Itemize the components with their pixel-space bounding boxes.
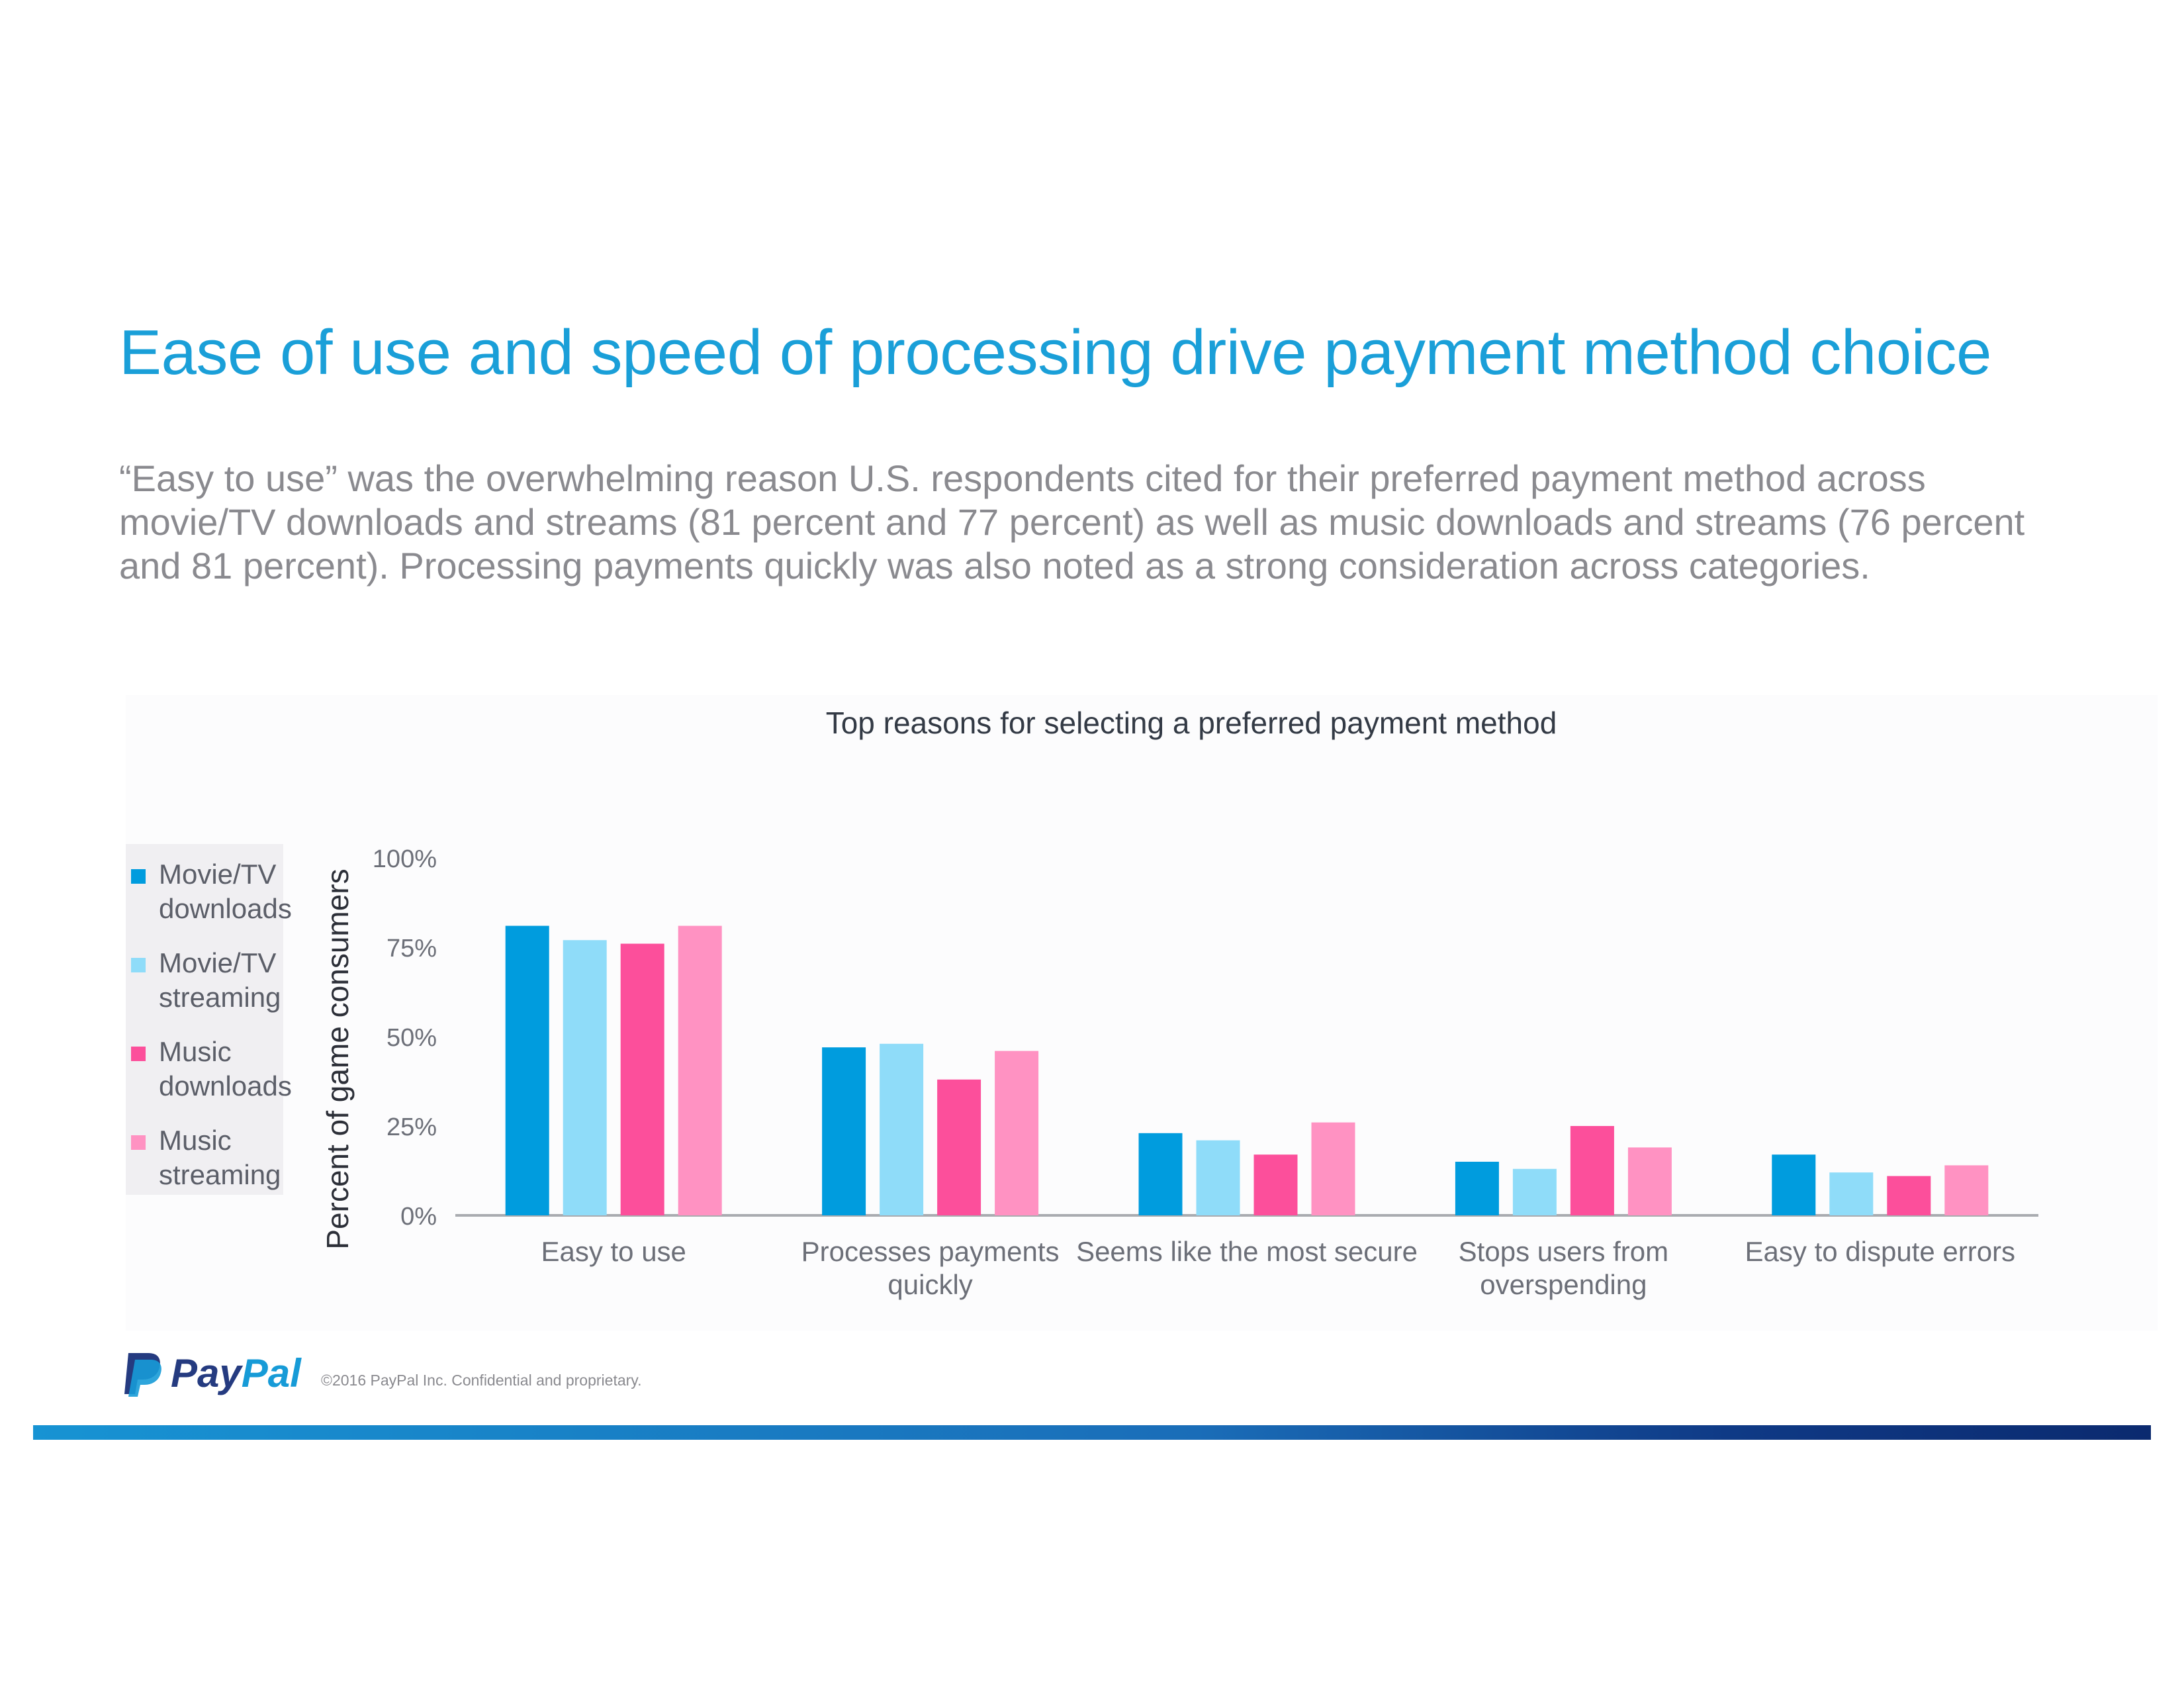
y-tick-label: 25% [387,1113,437,1141]
bar [1944,1165,1989,1215]
legend-label: Movie/TV downloads [159,857,292,926]
legend-label-line: downloads [159,893,292,924]
legend-label-line: Movie/TV [159,859,277,890]
bar [822,1047,866,1215]
bar [620,943,664,1215]
bar [1829,1172,1874,1215]
legend-label-line: streaming [159,1159,281,1190]
bar [880,1043,924,1215]
bar [1627,1147,1672,1215]
bar [1196,1140,1240,1215]
y-tick-label: 75% [387,935,437,962]
x-tick-label: Seems like the most secure [1076,1236,1418,1267]
x-tick-label: Stops users from [1459,1236,1668,1267]
legend-label: Music streaming [159,1123,285,1192]
legend-swatch [131,1047,146,1061]
paypal-wordmark-pal: Pal [241,1351,301,1395]
legend-label-line: Music [159,1036,232,1067]
legend-label: Music downloads [159,1035,292,1103]
paypal-wordmark-pay: Pay [171,1351,242,1395]
bar [1887,1176,1931,1215]
paypal-wordmark: PayPal [171,1350,301,1396]
bar [1138,1133,1183,1215]
chart-legend: Movie/TV downloads Movie/TV streaming Mu… [126,844,292,1195]
bar [995,1051,1039,1215]
page-title: Ease of use and speed of processing driv… [119,317,1991,388]
bar [1253,1154,1298,1215]
legend-label: Movie/TV streaming [159,946,285,1015]
bar [1512,1168,1557,1215]
bar [678,925,722,1215]
page-subtitle: “Easy to use” was the overwhelming reaso… [119,457,2025,586]
y-tick-label: 0% [400,1203,437,1231]
bar [1455,1162,1499,1215]
bar [563,940,607,1215]
legend-label-line: Music [159,1125,232,1156]
x-tick-label: Easy to dispute errors [1745,1236,2016,1267]
x-tick-label: Easy to use [541,1236,686,1267]
legend-swatch [131,1135,146,1150]
y-tick-label: 50% [387,1024,437,1052]
legend-label-line: Movie/TV [159,947,277,978]
bar [1311,1122,1355,1215]
legend-label-line: streaming [159,982,281,1013]
copyright-text: ©2016 PayPal Inc. Confidential and propr… [321,1372,642,1389]
bar [1772,1154,1816,1215]
x-tick-label: Processes payments [801,1236,1060,1267]
bar [937,1079,981,1215]
paypal-logo [119,1350,318,1397]
bar [505,925,549,1215]
chart-panel [126,695,2158,1331]
paypal-p-icon [124,1353,161,1397]
x-tick-label: overspending [1480,1269,1647,1300]
chart-title: Top reasons for selecting a preferred pa… [825,706,1557,740]
bar [1570,1126,1614,1215]
x-tick-label: quickly [887,1269,972,1300]
legend-swatch [131,869,146,884]
legend-swatch [131,958,146,972]
y-tick-label: 100% [373,845,437,873]
legend-label-line: downloads [159,1070,292,1102]
bottom-gradient-bar [33,1425,2151,1440]
